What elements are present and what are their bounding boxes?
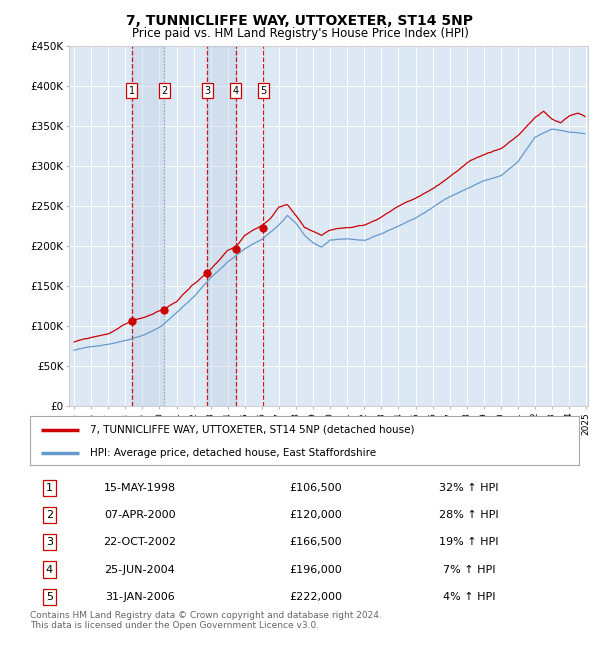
Text: 5: 5: [260, 86, 266, 96]
Text: 28% ↑ HPI: 28% ↑ HPI: [439, 510, 499, 520]
Bar: [131, 46, 164, 406]
Text: 7% ↑ HPI: 7% ↑ HPI: [443, 565, 496, 575]
Text: 25-JUN-2004: 25-JUN-2004: [104, 565, 175, 575]
Text: 2: 2: [161, 86, 167, 96]
Text: HPI: Average price, detached house, East Staffordshire: HPI: Average price, detached house, East…: [91, 448, 377, 458]
Text: Contains HM Land Registry data © Crown copyright and database right 2024.
This d: Contains HM Land Registry data © Crown c…: [30, 611, 382, 630]
Text: 32% ↑ HPI: 32% ↑ HPI: [439, 483, 499, 493]
Text: 7, TUNNICLIFFE WAY, UTTOXETER, ST14 5NP: 7, TUNNICLIFFE WAY, UTTOXETER, ST14 5NP: [127, 14, 473, 29]
Text: 4: 4: [46, 565, 53, 575]
Text: 2: 2: [46, 510, 53, 520]
Text: 4% ↑ HPI: 4% ↑ HPI: [443, 592, 496, 602]
Text: £166,500: £166,500: [289, 538, 342, 547]
Text: 07-APR-2000: 07-APR-2000: [104, 510, 176, 520]
Text: Price paid vs. HM Land Registry's House Price Index (HPI): Price paid vs. HM Land Registry's House …: [131, 27, 469, 40]
Text: 4: 4: [233, 86, 239, 96]
Text: 15-MAY-1998: 15-MAY-1998: [104, 483, 176, 493]
Text: 1: 1: [46, 483, 53, 493]
Text: 31-JAN-2006: 31-JAN-2006: [105, 592, 175, 602]
Text: £106,500: £106,500: [289, 483, 342, 493]
Text: 3: 3: [46, 538, 53, 547]
Text: 22-OCT-2002: 22-OCT-2002: [103, 538, 176, 547]
Text: £196,000: £196,000: [289, 565, 342, 575]
Text: 7, TUNNICLIFFE WAY, UTTOXETER, ST14 5NP (detached house): 7, TUNNICLIFFE WAY, UTTOXETER, ST14 5NP …: [91, 424, 415, 435]
Text: 3: 3: [205, 86, 211, 96]
Text: 19% ↑ HPI: 19% ↑ HPI: [439, 538, 499, 547]
Bar: [208, 46, 236, 406]
Text: £222,000: £222,000: [289, 592, 342, 602]
Text: 5: 5: [46, 592, 53, 602]
Text: 1: 1: [128, 86, 135, 96]
Text: £120,000: £120,000: [289, 510, 342, 520]
